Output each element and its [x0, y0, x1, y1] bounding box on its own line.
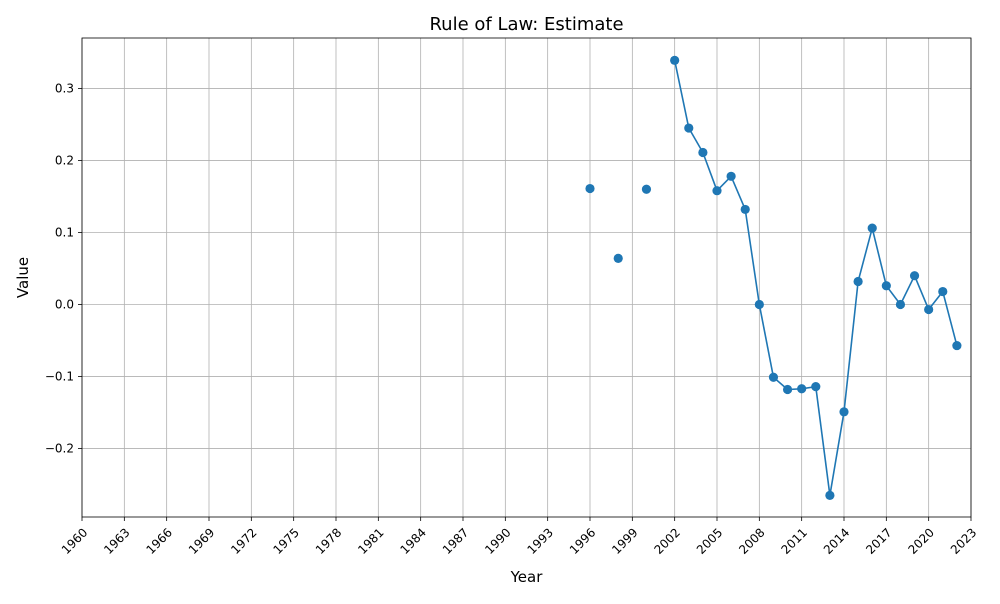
data-point — [811, 382, 821, 392]
data-point — [670, 55, 680, 65]
series-line-segment — [673, 60, 690, 129]
series-line-segment — [857, 227, 873, 282]
y-tick: 0.3 — [55, 81, 82, 95]
data-point — [754, 299, 764, 310]
y-tick-label: 0.1 — [55, 225, 74, 239]
y-tick-label: −0.2 — [45, 442, 74, 456]
y-tick: 0.1 — [55, 225, 82, 239]
y-axis-ticks: −0.2 −0.1 0.0 0.1 0.2 0.3 — [45, 81, 82, 456]
series — [585, 55, 962, 500]
series-line-segment — [814, 386, 831, 496]
data-point — [839, 407, 849, 417]
y-tick: −0.2 — [45, 442, 82, 456]
y-tick-label: −0.1 — [45, 370, 74, 384]
data-point — [641, 184, 652, 194]
data-point — [613, 253, 623, 264]
y-tick: 0.0 — [55, 298, 82, 312]
y-tick-label: 0.3 — [55, 81, 74, 95]
data-point — [740, 204, 750, 215]
y-tick: 0.2 — [55, 153, 82, 167]
data-point — [881, 281, 891, 291]
series-line-segment — [899, 275, 916, 305]
series-line-segment — [913, 275, 930, 310]
series-line-segment — [702, 152, 718, 191]
data-point — [909, 271, 920, 281]
y-axis-label: Value — [14, 257, 32, 298]
data-point — [712, 186, 722, 196]
data-point — [782, 384, 793, 395]
data-point — [853, 276, 863, 287]
data-point — [825, 490, 835, 500]
data-point — [895, 299, 906, 310]
series-line-segment — [730, 175, 746, 210]
data-point — [698, 147, 708, 158]
grid — [81, 38, 972, 517]
y-tick-label: 0.2 — [55, 153, 74, 167]
data-point — [684, 123, 694, 133]
chart-title: Rule of Law: Estimate — [429, 14, 623, 35]
data-point — [924, 304, 934, 315]
data-point — [938, 286, 948, 297]
series-line-segment — [871, 227, 888, 286]
data-point — [867, 223, 877, 233]
data-point — [585, 183, 595, 194]
series-line-segment — [829, 411, 845, 496]
series-line-segment — [744, 209, 761, 305]
data-point — [797, 384, 807, 394]
data-point — [952, 340, 962, 351]
series-line-segment — [942, 291, 958, 346]
data-point — [726, 171, 736, 181]
y-tick-label: 0.0 — [55, 298, 74, 312]
y-tick: −0.1 — [45, 370, 82, 384]
x-axis-label: Year — [510, 568, 544, 586]
series-line-segment — [688, 127, 704, 153]
plot-area-frame — [81, 37, 972, 518]
series-line-segment — [843, 281, 859, 412]
data-point — [768, 372, 779, 382]
series-line-segment — [758, 304, 775, 378]
